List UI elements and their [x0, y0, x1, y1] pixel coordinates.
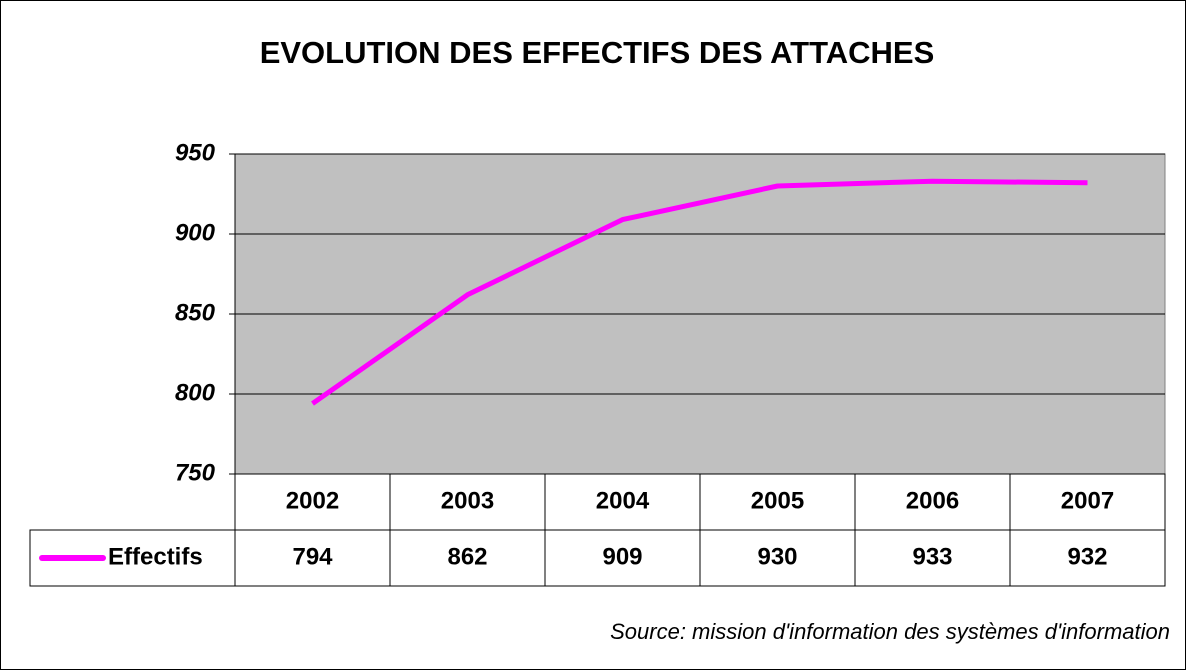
y-tick-label: 850 — [175, 299, 216, 326]
table-value: 909 — [602, 543, 642, 570]
legend-label: Effectifs — [108, 543, 203, 570]
table-value: 862 — [447, 543, 487, 570]
table-value: 794 — [292, 543, 333, 570]
y-tick-label: 800 — [175, 379, 216, 406]
y-tick-label: 900 — [175, 219, 216, 246]
table-value: 930 — [757, 543, 797, 570]
x-tick-label: 2004 — [596, 487, 650, 514]
x-tick-label: 2006 — [906, 487, 959, 514]
table-value: 932 — [1067, 543, 1107, 570]
y-tick-label: 750 — [175, 459, 216, 486]
x-tick-label: 2003 — [441, 487, 494, 514]
x-tick-label: 2005 — [751, 487, 804, 514]
x-tick-label: 2007 — [1061, 487, 1114, 514]
source-note: Source: mission d'information des systèm… — [610, 619, 1170, 644]
y-tick-label: 950 — [175, 139, 216, 166]
table-value: 933 — [912, 543, 952, 570]
x-tick-label: 2002 — [286, 487, 339, 514]
series-line — [311, 178, 1088, 406]
chart-title: EVOLUTION DES EFFECTIFS DES ATTACHES — [260, 35, 935, 70]
